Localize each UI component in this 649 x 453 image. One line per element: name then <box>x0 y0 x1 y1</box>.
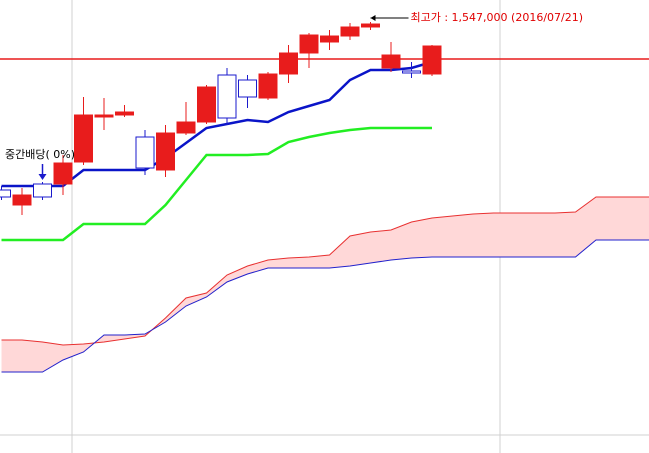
candle-body <box>115 111 134 116</box>
arrow-head <box>38 174 47 180</box>
candle-body <box>422 45 442 75</box>
indicator-line <box>1 126 432 242</box>
candle-body <box>320 35 339 43</box>
cloud-fill <box>1 197 649 372</box>
candle-body <box>299 34 319 54</box>
indicator-line <box>1 60 433 188</box>
annotation: 중간배당( 0%) <box>5 148 75 161</box>
candle-body <box>12 194 32 206</box>
candle-body <box>381 54 401 69</box>
candle-body <box>217 74 237 119</box>
candle-body <box>197 86 216 123</box>
candle-body <box>176 121 196 134</box>
candle-body <box>279 52 298 75</box>
candle-body <box>238 79 257 98</box>
candle-body <box>0 189 11 198</box>
candle-body <box>53 162 73 185</box>
candle-body <box>156 132 175 171</box>
indicator-line <box>1 239 649 373</box>
arrow-head <box>370 15 376 21</box>
indicator-line <box>1 196 649 346</box>
annotation: 최고가 : 1,547,000 (2016/07/21) <box>411 11 584 24</box>
candle-body <box>361 23 380 28</box>
candle-body <box>94 114 114 118</box>
candle-body <box>33 183 52 198</box>
candle-body <box>402 70 421 74</box>
candle-body <box>258 73 278 99</box>
candle-body <box>135 136 155 169</box>
candle-body <box>340 26 360 37</box>
candle-body <box>74 114 93 163</box>
